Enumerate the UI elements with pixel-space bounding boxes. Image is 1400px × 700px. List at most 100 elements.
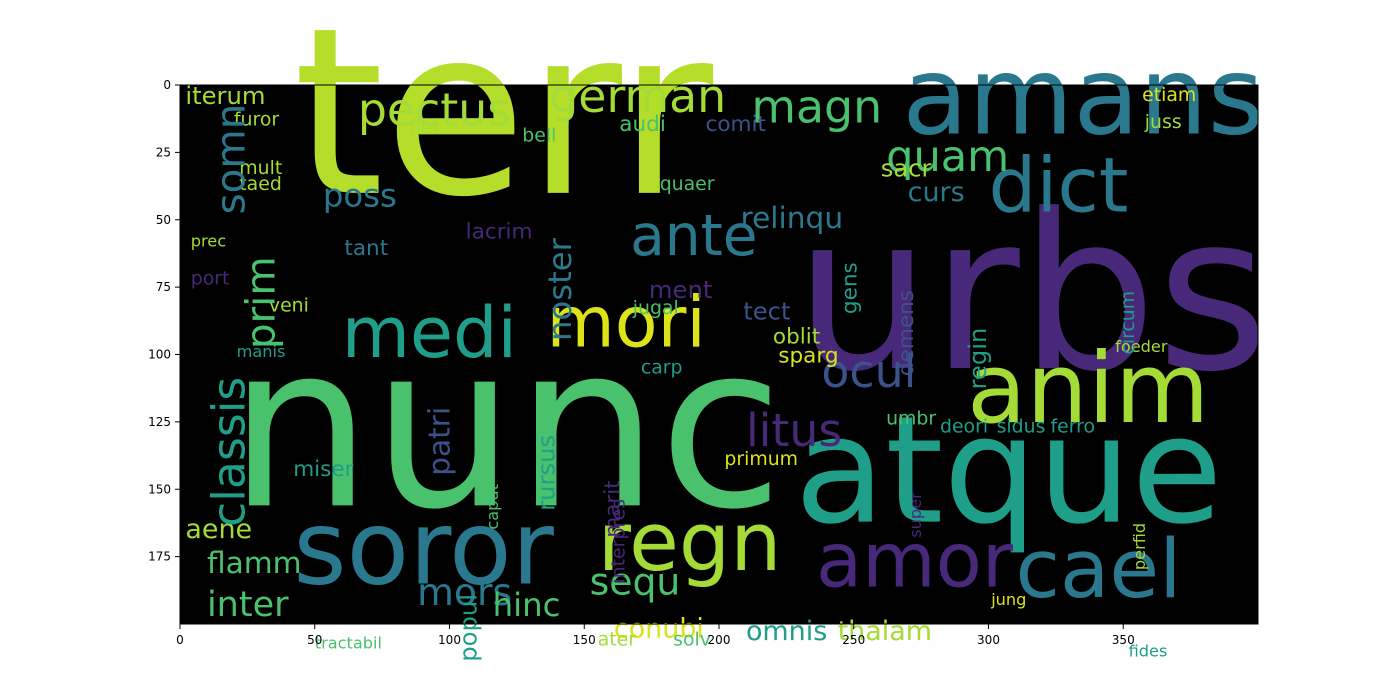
vertical-word-15: perfid (1130, 523, 1149, 570)
word-10: dict (989, 142, 1129, 230)
word-48: taed (239, 173, 282, 195)
vertical-word-10: demens (894, 290, 919, 376)
word-40: sparg (778, 344, 838, 369)
word-66: prec (191, 232, 226, 251)
x-tick-label: 200 (708, 633, 731, 647)
word-17: quam (886, 132, 1009, 182)
x-tick-label: 150 (573, 633, 596, 647)
word-20: sequ (590, 559, 681, 603)
word-5: anim (967, 332, 1209, 445)
word-44: bell (522, 125, 556, 147)
vertical-word-2: prim (236, 256, 284, 349)
word-45: flet (409, 117, 440, 139)
word-26: conubi (614, 613, 704, 644)
word-49: veni (269, 294, 309, 316)
x-tick-label: 0 (176, 633, 184, 647)
word-28: thalam (838, 616, 932, 647)
vertical-word-4: patri (422, 407, 457, 476)
word-60: ater (598, 629, 637, 651)
word-12: mori (547, 281, 706, 363)
y-tick-label: 25 (156, 145, 171, 159)
word-51: miser (293, 457, 353, 482)
word-2: urbs (794, 168, 1268, 419)
word-58: foeder (1115, 337, 1168, 356)
y-tick-label: 0 (163, 78, 171, 92)
vertical-word-5: rursus (532, 435, 561, 511)
word-46: furor (234, 108, 279, 130)
word-59: primum (724, 448, 798, 470)
word-62: fides (1129, 641, 1168, 660)
word-53: deori (940, 416, 988, 438)
word-47: mult (239, 157, 282, 179)
word-3: atque (794, 384, 1222, 557)
word-16: magn (751, 80, 882, 134)
word-57: juss (1144, 111, 1182, 133)
word-67: lacrim (466, 220, 533, 245)
y-tick-label: 75 (156, 280, 171, 294)
word-27: omnis (746, 616, 827, 647)
word-63: jung (990, 590, 1026, 609)
word-22: inter (207, 584, 289, 625)
word-18: ocul (821, 344, 916, 398)
word-19: litus (746, 403, 842, 457)
word-43: quaer (660, 173, 715, 195)
x-tick-label: 300 (977, 633, 1000, 647)
vertical-word-0: classis (202, 377, 256, 527)
word-35: comit (706, 112, 766, 137)
word-30: relinqu (741, 200, 844, 235)
word-7: regn (598, 496, 782, 590)
word-15: german (549, 69, 726, 123)
vertical-word-14: super (906, 492, 925, 538)
x-tick-label: 50 (307, 633, 322, 647)
word-23: flamm (207, 545, 302, 580)
word-34: audi (619, 112, 666, 137)
word-39: oblit (773, 325, 820, 350)
word-21: mors (417, 570, 512, 614)
x-tick-label: 350 (1112, 633, 1135, 647)
word-61: solv (673, 629, 711, 651)
word-33: iterum (185, 81, 265, 110)
word-0: terr (293, 0, 714, 248)
word-37: ment (649, 275, 712, 304)
word-50: manis (237, 342, 286, 361)
y-tick-label: 125 (148, 415, 171, 429)
word-38: tect (743, 296, 790, 325)
y-axis: 0 25 50 75 100 125 150 175 (148, 78, 180, 564)
vertical-word-9: regin (963, 328, 992, 390)
word-41: carp (641, 356, 683, 378)
y-tick-label: 175 (148, 550, 171, 564)
word-29: poss (323, 176, 397, 214)
y-tick-label: 150 (148, 482, 171, 496)
word-54: sidus (997, 416, 1046, 438)
vertical-word-1: somn (207, 104, 255, 215)
word-6: soror (293, 490, 555, 609)
x-tick-label: 100 (438, 633, 461, 647)
word-25: hinc (493, 586, 561, 624)
word-14: pectus (358, 82, 511, 136)
wordcloud-canvas (180, 85, 1258, 624)
word-31: curs (908, 177, 965, 208)
word-1: nunc (229, 296, 784, 559)
word-8: cael (1015, 523, 1181, 617)
y-tick-label: 100 (148, 348, 171, 362)
word-65: port (191, 267, 230, 289)
vertical-word-12: interpres (608, 499, 630, 584)
vertical-word-11: circum (1117, 291, 1139, 355)
x-tick-label: 250 (842, 633, 865, 647)
vertical-word-3: noster (541, 237, 579, 341)
word-13: ante (630, 203, 758, 269)
word-24: aene (185, 514, 252, 545)
word-11: medi (342, 292, 517, 374)
vertical-word-8: gens (837, 262, 862, 314)
word-9: amor (816, 516, 1014, 604)
word-32: sacr (881, 154, 932, 183)
vertical-word-7: marit (600, 480, 625, 538)
vertical-word-13: caput (483, 484, 502, 530)
word-4: amans (902, 35, 1264, 160)
x-axis: 0 50 100 150 200 250 300 350 (176, 624, 1135, 647)
word-42: jugal (632, 297, 679, 319)
word-55: ferro (1050, 416, 1095, 438)
vertical-word-6: popul (453, 594, 482, 662)
